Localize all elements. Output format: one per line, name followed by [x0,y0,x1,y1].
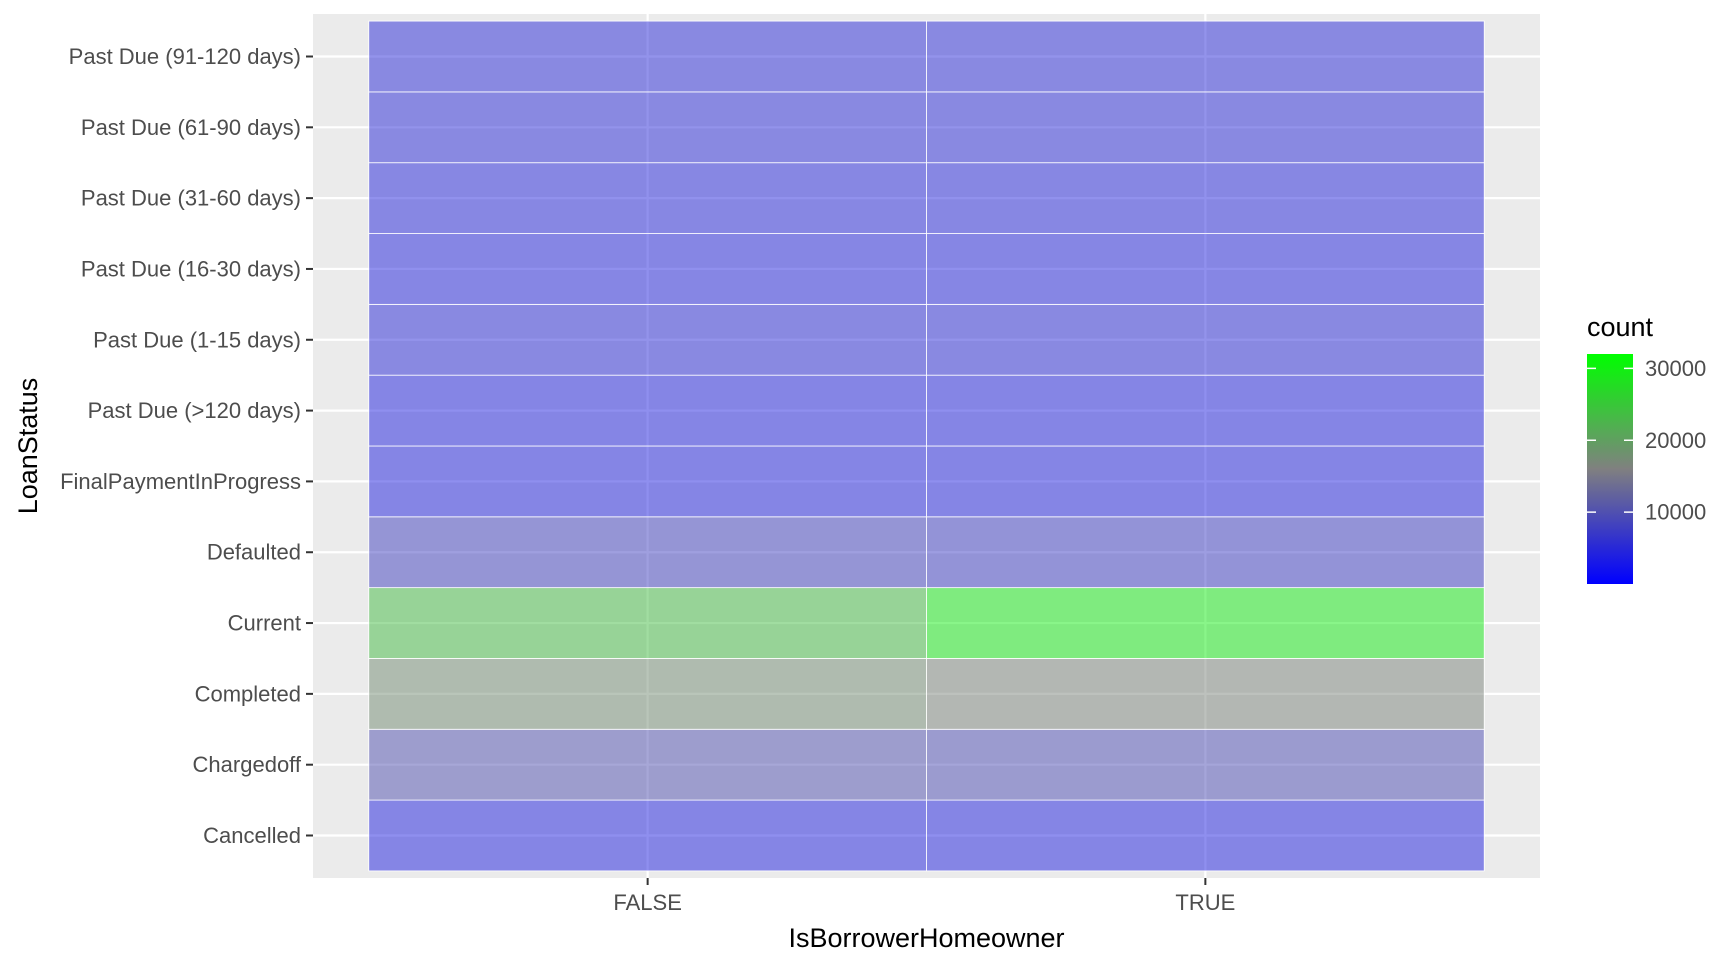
heatmap-cells [368,20,1485,872]
x-tick-label: FALSE [613,890,681,915]
heatmap-cell [926,162,1485,234]
heatmap-cell [926,587,1485,659]
heatmap-cell [368,91,927,164]
heatmap-cell [926,445,1485,518]
color-legend: count 10000 20000 30000 [1587,312,1706,584]
y-tick-label: Completed [195,681,301,706]
heatmap-cell [368,20,927,93]
y-tick-label: Past Due (61-90 days) [81,115,301,140]
heatmap-cell [926,91,1485,164]
heatmap-cell [368,303,927,376]
legend-tick-label: 10000 [1645,500,1706,525]
heatmap-cell [926,303,1485,376]
x-axis-title: IsBorrowerHomeowner [788,923,1064,953]
heatmap-cell [368,799,927,872]
heatmap-cell [926,516,1485,589]
y-tick-label: Past Due (1-15 days) [93,327,301,352]
y-tick-label: FinalPaymentInProgress [60,469,301,494]
heatmap-cell [368,587,927,659]
heatmap-cell [926,799,1485,872]
heatmap-cell [926,233,1485,305]
heatmap-cell [368,445,927,518]
y-tick-label: Cancelled [203,823,301,848]
y-axis-title: LoanStatus [13,378,43,515]
heatmap-cell [368,728,927,801]
y-tick-label: Past Due (>120 days) [88,398,301,423]
heatmap-cell [368,516,927,589]
legend-tick-label: 20000 [1645,428,1706,453]
y-tick-label: Past Due (91-120 days) [69,44,301,69]
heatmap-cell [926,20,1485,93]
y-tick-label: Chargedoff [193,752,302,777]
legend-color-bar [1587,354,1633,584]
heatmap-cell [368,233,927,305]
heatmap-cell [926,374,1485,447]
heatmap-cell [926,728,1485,801]
legend-tick-label: 30000 [1645,356,1706,381]
heatmap-cell [368,374,927,447]
y-tick-label: Past Due (16-30 days) [81,256,301,281]
y-axis: Cancelled Chargedoff Completed Current Defau… [60,44,313,848]
heatmap-cell [368,658,927,730]
legend-ticks: 10000 20000 30000 [1587,356,1706,525]
y-tick-label: Current [228,611,301,636]
legend-title: count [1587,312,1654,342]
y-tick-label: Past Due (31-60 days) [81,186,301,211]
x-axis: FALSE TRUE [613,878,1235,915]
heatmap-cell [368,162,927,234]
heatmap-cell [926,658,1485,730]
y-tick-label: Defaulted [207,540,301,565]
x-tick-label: TRUE [1175,890,1235,915]
